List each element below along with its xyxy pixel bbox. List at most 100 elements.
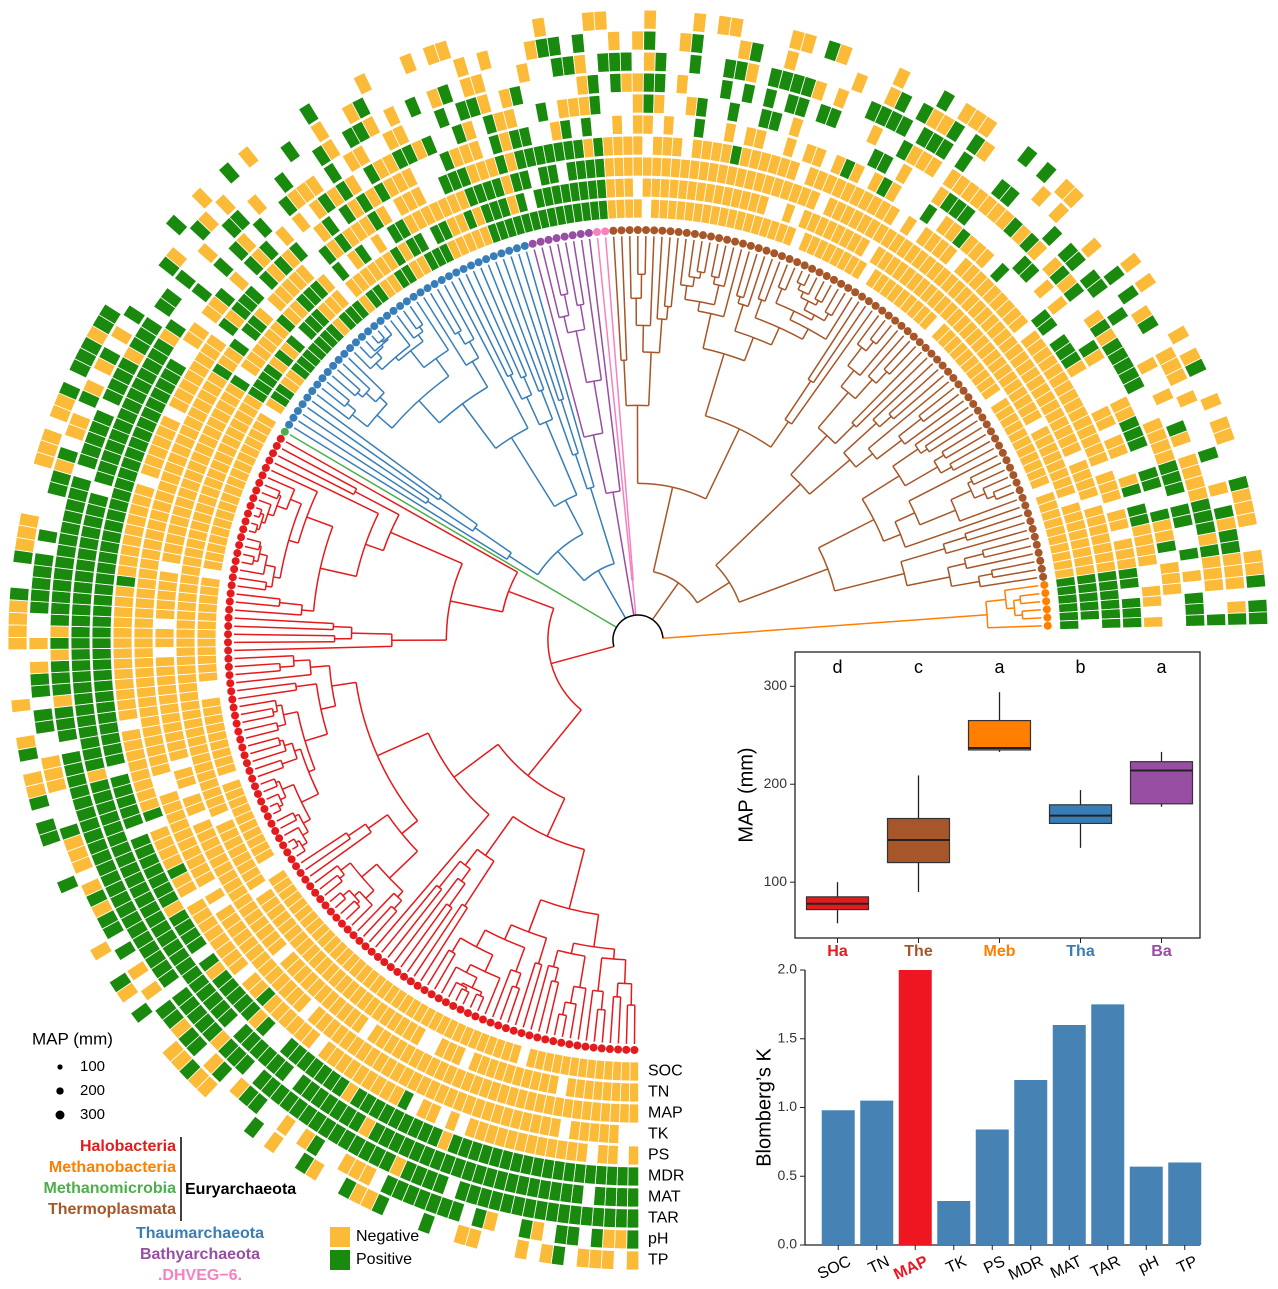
branch [239, 699, 276, 708]
branch [898, 418, 922, 437]
branch [273, 576, 281, 579]
heat-cell [600, 1249, 615, 1270]
heat-cell [1060, 440, 1083, 459]
branch-arc [573, 985, 587, 990]
heat-cell [133, 482, 156, 499]
heat-cell [133, 627, 154, 639]
branch [347, 823, 366, 837]
branch [950, 489, 972, 501]
branch [747, 256, 766, 307]
heat-cell [109, 324, 134, 346]
branch [514, 962, 537, 1026]
heat-cell [29, 600, 50, 615]
branch [712, 276, 716, 285]
branch-arc [382, 334, 393, 343]
heat-cell [726, 101, 742, 123]
tip [986, 427, 995, 436]
heat-cell [228, 208, 252, 232]
tip [246, 501, 255, 510]
tip [541, 1035, 550, 1044]
tip [376, 316, 385, 325]
heat-cell [257, 239, 280, 262]
root-arc [612, 614, 664, 647]
branch-arc [535, 962, 543, 966]
heat-cell [252, 306, 275, 328]
branch [807, 301, 860, 380]
heat-cell [214, 818, 237, 836]
heat-cell [1121, 606, 1142, 619]
branch [354, 490, 400, 516]
tip [674, 228, 683, 237]
heat-cell [203, 886, 227, 906]
heat-cell [154, 637, 175, 649]
heat-cell [1203, 578, 1225, 593]
heat-cell [73, 691, 95, 706]
bar [1168, 1162, 1202, 1245]
branch [342, 363, 371, 390]
branch [289, 434, 600, 618]
branch [601, 1009, 606, 1043]
branch [784, 380, 812, 420]
heat-cell [1101, 617, 1122, 629]
tip [236, 735, 245, 744]
tip [474, 258, 483, 267]
heat-cell [112, 637, 133, 649]
branch [239, 569, 264, 576]
branch [261, 491, 278, 500]
heat-cell [164, 318, 188, 339]
tip [509, 1026, 518, 1035]
heat-cell [594, 157, 606, 179]
tip [1040, 580, 1049, 589]
tip [557, 1038, 566, 1047]
heat-cell [692, 117, 707, 139]
branch [597, 570, 627, 619]
heat-cell [596, 1144, 609, 1165]
branch [461, 403, 497, 449]
heat-cell [586, 73, 600, 95]
branch-arc [900, 561, 908, 586]
tip [754, 244, 763, 253]
branch [238, 577, 267, 584]
branch [894, 512, 915, 523]
branch-arc [883, 368, 890, 375]
heat-cell [596, 52, 610, 73]
tip [231, 557, 240, 566]
branch [545, 982, 560, 1034]
branch [861, 475, 900, 500]
tip [326, 907, 335, 916]
branch [253, 559, 258, 563]
heat-cell [629, 1061, 639, 1082]
branch [460, 982, 464, 986]
branch [652, 487, 674, 572]
heat-cell [1226, 600, 1247, 614]
branch-arc [381, 344, 411, 371]
heat-cell [1018, 262, 1041, 284]
y-tick-label: 0.5 [778, 1167, 798, 1183]
heat-cell [113, 605, 134, 619]
tip [822, 272, 831, 281]
branch-arc [291, 743, 298, 759]
x-tick-label: The [904, 943, 933, 960]
tip [400, 972, 409, 981]
heat-cell [546, 163, 560, 185]
heat-cell [622, 135, 634, 156]
tip [723, 235, 732, 244]
heat-cell [196, 637, 217, 648]
branch [472, 270, 522, 379]
branch [546, 798, 566, 837]
branch-arc [950, 499, 961, 522]
tip [343, 925, 352, 934]
branch [974, 492, 986, 499]
heat-cell [1133, 271, 1158, 294]
tip [226, 679, 235, 688]
heat-cell [164, 245, 189, 269]
heat-cell [793, 95, 811, 119]
branch [304, 733, 328, 742]
branch [561, 1015, 568, 1037]
heat-cell [161, 1039, 185, 1063]
tip [1005, 463, 1014, 472]
branch [575, 330, 588, 383]
heat-cell [1245, 573, 1267, 589]
branch [692, 277, 696, 287]
branch [321, 387, 346, 407]
